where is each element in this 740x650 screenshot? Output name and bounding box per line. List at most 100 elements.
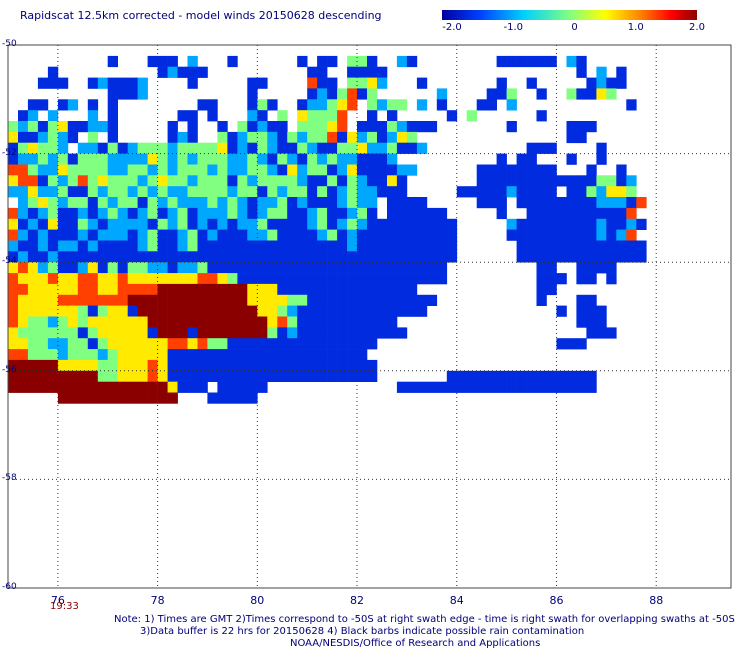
- wind-cell: [406, 381, 418, 393]
- wind-cell: [177, 142, 188, 154]
- wind-cell: [347, 359, 358, 372]
- wind-cell: [367, 131, 378, 144]
- wind-cell: [147, 218, 158, 230]
- wind-cell: [546, 197, 557, 209]
- wind-cell: [127, 273, 138, 285]
- wind-cell: [566, 218, 577, 230]
- wind-cell: [416, 207, 428, 220]
- wind-cell: [227, 207, 238, 220]
- wind-cell: [347, 273, 358, 285]
- wind-cell: [137, 327, 148, 339]
- wind-cell: [307, 186, 318, 198]
- wind-cell: [227, 359, 238, 372]
- wind-cell: [227, 283, 238, 296]
- wind-cell: [18, 273, 29, 285]
- wind-cell: [357, 164, 368, 176]
- wind-cell: [327, 207, 338, 220]
- wind-cell: [227, 131, 238, 144]
- wind-cell: [87, 349, 99, 361]
- wind-cell: [97, 229, 109, 241]
- wind-cell: [486, 370, 497, 382]
- wind-cell: [47, 381, 59, 393]
- wind-cell: [8, 229, 19, 241]
- wind-cell: [566, 55, 577, 68]
- wind-cell: [426, 229, 438, 241]
- wind-cell: [177, 316, 188, 328]
- wind-cell: [357, 359, 368, 372]
- wind-cell: [277, 186, 288, 198]
- wind-cell: [147, 251, 158, 263]
- wind-cell: [317, 131, 328, 144]
- wind-cell: [247, 175, 258, 187]
- wind-cell: [347, 99, 358, 111]
- wind-cell: [317, 359, 328, 372]
- wind-cell: [377, 240, 388, 252]
- wind-cell: [237, 121, 248, 133]
- wind-cell: [606, 186, 617, 198]
- wind-cell: [566, 186, 577, 198]
- wind-cell: [297, 370, 308, 382]
- wind-cell: [37, 218, 49, 230]
- wind-cell: [317, 305, 328, 317]
- wind-cell: [77, 207, 89, 220]
- wind-cell: [556, 273, 567, 285]
- wind-cell: [57, 294, 69, 306]
- wind-cell: [337, 99, 348, 111]
- wind-cell: [197, 273, 208, 285]
- wind-cell: [117, 251, 128, 263]
- wind-cell: [536, 142, 547, 154]
- wind-cell: [87, 359, 99, 372]
- wind-cell: [47, 316, 59, 328]
- wind-cell: [337, 88, 348, 100]
- wind-cell: [67, 316, 79, 328]
- wind-cell: [536, 370, 547, 382]
- wind-cell: [197, 207, 208, 220]
- wind-cell: [117, 153, 128, 165]
- wind-cell: [307, 77, 318, 89]
- wind-cell: [237, 338, 248, 350]
- wind-cell: [47, 142, 59, 154]
- wind-cell: [387, 110, 398, 122]
- wind-cell: [396, 305, 408, 317]
- wind-cell: [217, 251, 228, 263]
- wind-cell: [277, 327, 288, 339]
- wind-cell: [177, 186, 188, 198]
- wind-cell: [237, 327, 248, 339]
- wind-cell: [247, 99, 258, 111]
- wind-cell: [127, 164, 138, 176]
- wind-cell: [396, 186, 408, 198]
- wind-cell: [377, 273, 388, 285]
- wind-cell: [117, 186, 128, 198]
- longitude-tick-label: 82: [350, 594, 365, 607]
- wind-cell: [37, 370, 49, 382]
- wind-cell: [337, 207, 348, 220]
- wind-cell: [267, 218, 278, 230]
- wind-cell: [367, 153, 378, 165]
- wind-cell: [357, 66, 368, 78]
- wind-cell: [556, 240, 567, 252]
- wind-cell: [476, 99, 487, 111]
- wind-cell: [207, 142, 218, 154]
- wind-cell: [377, 229, 388, 241]
- wind-cell: [367, 218, 378, 230]
- wind-cell: [127, 294, 138, 306]
- wind-cell: [227, 273, 238, 285]
- wind-cell: [347, 186, 358, 198]
- wind-cell: [67, 370, 79, 382]
- wind-cell: [117, 77, 128, 89]
- wind-cell: [506, 121, 517, 133]
- wind-cell: [217, 273, 228, 285]
- wind-cell: [347, 349, 358, 361]
- wind-cell: [87, 316, 99, 328]
- wind-cell: [167, 370, 178, 382]
- wind-cell: [57, 392, 69, 404]
- wind-cell: [227, 381, 238, 393]
- wind-cell: [237, 262, 248, 274]
- wind-cell: [137, 88, 148, 100]
- wind-cell: [167, 229, 178, 241]
- wind-cell: [416, 142, 428, 154]
- wind-cell: [596, 262, 607, 274]
- wind-cell: [616, 175, 627, 187]
- wind-cell: [317, 229, 328, 241]
- wind-cell: [197, 294, 208, 306]
